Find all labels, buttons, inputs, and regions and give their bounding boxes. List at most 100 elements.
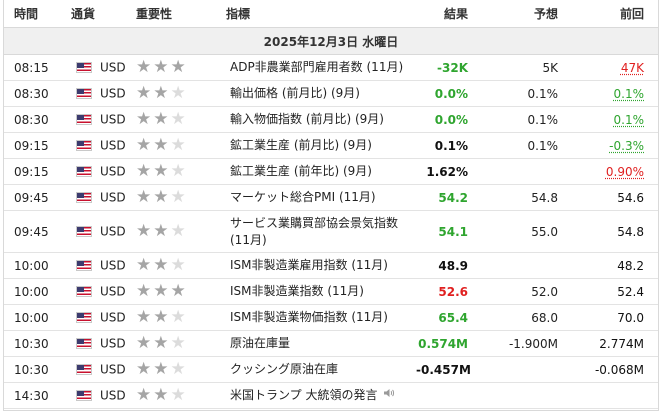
event-time: 10:00 — [4, 278, 71, 305]
previous-value: 0.1% — [564, 106, 658, 133]
table-row[interactable]: 10:00 USD ★ ★ ★ ISM非製造業物価指数 (11月) 65.4 68.… — [4, 304, 658, 331]
indicator-name[interactable]: ADP非農業部門雇用者数 (11月) — [230, 60, 404, 74]
indicator-cell[interactable]: ISM非製造業雇用指数 (11月) — [226, 252, 416, 279]
table-row[interactable]: 08:30 USD ★ ★ ★ 輸入物価指数 (前月比) (9月) 0.0% 0.1… — [4, 106, 658, 133]
currency-cell: USD — [71, 356, 136, 383]
table-row[interactable]: 08:15 USD ★ ★ ★ ADP非農業部門雇用者数 (11月) -32K 5K… — [4, 54, 658, 81]
header-row: 時間 通貨 重要性 指標 結果 予想 前回 — [4, 0, 658, 28]
table-row[interactable]: 09:45 USD ★ ★ ★ サービス業購買部協会景気指数 (11月) 54.1 … — [4, 210, 658, 253]
indicator-cell[interactable]: 輸出価格 (前月比) (9月) — [226, 80, 416, 107]
previous-value: 54.6 — [564, 184, 658, 211]
date-label: 2025年12月3日 水曜日 — [4, 27, 658, 55]
importance-star-icon: ★ — [153, 83, 169, 103]
previous-value-text: 48.2 — [617, 258, 644, 273]
actual-value — [416, 382, 476, 409]
us-flag-icon — [76, 114, 92, 126]
importance-star-icon: ★ — [136, 109, 152, 129]
indicator-cell[interactable]: 鉱工業生産 (前年比) (9月) — [226, 158, 416, 185]
us-flag-icon — [76, 192, 92, 204]
indicator-cell[interactable]: ADP非農業部門雇用者数 (11月) — [226, 54, 416, 81]
indicator-cell[interactable]: マーケット総合PMI (11月) — [226, 184, 416, 211]
importance-star-icon: ★ — [153, 161, 169, 181]
table-row[interactable]: 09:15 USD ★ ★ ★ 鉱工業生産 (前月比) (9月) 0.1% 0.1%… — [4, 132, 658, 159]
currency-code: USD — [100, 60, 126, 75]
currency-code: USD — [100, 190, 126, 205]
table-row[interactable]: 09:45 USD ★ ★ ★ マーケット総合PMI (11月) 54.2 54.8… — [4, 184, 658, 211]
indicator-name[interactable]: ISM非製造業指数 (11月) — [230, 284, 364, 298]
table-row[interactable]: 08:30 USD ★ ★ ★ 輸出価格 (前月比) (9月) 0.0% 0.1% … — [4, 80, 658, 107]
currency-code: USD — [100, 336, 126, 351]
indicator-cell[interactable]: 米国トランプ 大統領の発言 — [226, 382, 416, 409]
us-flag-icon — [76, 390, 92, 402]
event-time: 08:30 — [4, 80, 71, 107]
importance-star-icon: ★ — [136, 221, 152, 241]
importance-star-icon: ★ — [136, 359, 152, 379]
currency-cell: USD — [71, 106, 136, 133]
table-row[interactable]: 14:30 USD ★ ★ ★ 米国トランプ 大統領の発言 — [4, 382, 658, 409]
indicator-name[interactable]: ISM非製造業物価指数 (11月) — [230, 310, 388, 324]
indicator-cell[interactable]: サービス業購買部協会景気指数 (11月) — [226, 210, 416, 253]
importance-star-icon: ★ — [170, 161, 186, 181]
forecast-value: 5K — [476, 54, 564, 81]
indicator-cell[interactable]: 輸入物価指数 (前月比) (9月) — [226, 106, 416, 133]
table-row[interactable]: 10:00 USD ★ ★ ★ ISM非製造業指数 (11月) 52.6 52.0 … — [4, 278, 658, 305]
indicator-name[interactable]: 鉱工業生産 (前年比) (9月) — [230, 164, 372, 178]
importance-star-icon: ★ — [170, 135, 186, 155]
importance-star-icon: ★ — [170, 83, 186, 103]
table-row[interactable]: 10:00 USD ★ ★ ★ ISM非製造業雇用指数 (11月) 48.9 48.… — [4, 252, 658, 279]
importance-star-icon: ★ — [136, 255, 152, 275]
table-row[interactable]: 10:30 USD ★ ★ ★ クッシング原油在庫 -0.457M -0.068M — [4, 356, 658, 383]
us-flag-icon — [76, 88, 92, 100]
date-row: 2025年12月3日 水曜日 — [4, 27, 658, 55]
previous-value-text: 2.774M — [599, 336, 644, 351]
indicator-cell[interactable]: クッシング原油在庫 — [226, 356, 416, 383]
indicator-name[interactable]: サービス業購買部協会景気指数 (11月) — [230, 215, 399, 247]
currency-code: USD — [100, 86, 126, 101]
indicator-cell[interactable]: ISM非製造業指数 (11月) — [226, 278, 416, 305]
indicator-name[interactable]: ISM非製造業雇用指数 (11月) — [230, 258, 388, 272]
currency-code: USD — [100, 164, 126, 179]
importance-star-icon: ★ — [136, 281, 152, 301]
header-time: 時間 — [4, 0, 71, 28]
importance-star-icon: ★ — [153, 109, 169, 129]
indicator-name[interactable]: 鉱工業生産 (前月比) (9月) — [230, 138, 372, 152]
indicator-cell[interactable]: ISM非製造業物価指数 (11月) — [226, 304, 416, 331]
previous-value: 2.774M — [564, 330, 658, 357]
previous-value: 0.1% — [564, 80, 658, 107]
table-row[interactable]: 09:15 USD ★ ★ ★ 鉱工業生産 (前年比) (9月) 1.62% 0.9… — [4, 158, 658, 185]
currency-code: USD — [100, 138, 126, 153]
importance-star-icon: ★ — [136, 135, 152, 155]
indicator-name[interactable]: 輸出価格 (前月比) (9月) — [230, 86, 360, 100]
importance-star-icon: ★ — [136, 307, 152, 327]
us-flag-icon — [76, 226, 92, 238]
header-forecast: 予想 — [476, 0, 564, 28]
currency-cell: USD — [71, 158, 136, 185]
importance-star-icon: ★ — [153, 307, 169, 327]
importance-stars: ★ ★ ★ — [136, 80, 226, 107]
importance-star-icon: ★ — [170, 307, 186, 327]
us-flag-icon — [76, 338, 92, 350]
indicator-name[interactable]: マーケット総合PMI (11月) — [230, 190, 376, 204]
indicator-cell[interactable]: 鉱工業生産 (前月比) (9月) — [226, 132, 416, 159]
previous-value-text: 0.1% — [613, 112, 645, 127]
importance-stars: ★ ★ ★ — [136, 158, 226, 185]
importance-star-icon: ★ — [136, 161, 152, 181]
table-row[interactable]: 10:30 USD ★ ★ ★ 原油在庫量 0.574M -1.900M 2.774… — [4, 330, 658, 357]
currency-cell: USD — [71, 184, 136, 211]
header-indicator: 指標 — [226, 0, 416, 28]
indicator-name[interactable]: 米国トランプ 大統領の発言 — [230, 388, 378, 402]
importance-star-icon: ★ — [136, 187, 152, 207]
indicator-name[interactable]: 輸入物価指数 (前月比) (9月) — [230, 112, 384, 126]
previous-value-text: 70.0 — [617, 310, 644, 325]
forecast-value: 0.1% — [476, 80, 564, 107]
actual-value: 52.6 — [416, 278, 476, 305]
indicator-name[interactable]: 原油在庫量 — [230, 336, 291, 350]
indicator-name[interactable]: クッシング原油在庫 — [230, 362, 339, 376]
us-flag-icon — [76, 140, 92, 152]
actual-value: 54.2 — [416, 184, 476, 211]
previous-value-text: 0.1% — [613, 86, 645, 101]
event-time: 08:30 — [4, 106, 71, 133]
indicator-cell[interactable]: 原油在庫量 — [226, 330, 416, 357]
importance-stars: ★ ★ ★ — [136, 278, 226, 305]
importance-star-icon: ★ — [170, 57, 186, 77]
